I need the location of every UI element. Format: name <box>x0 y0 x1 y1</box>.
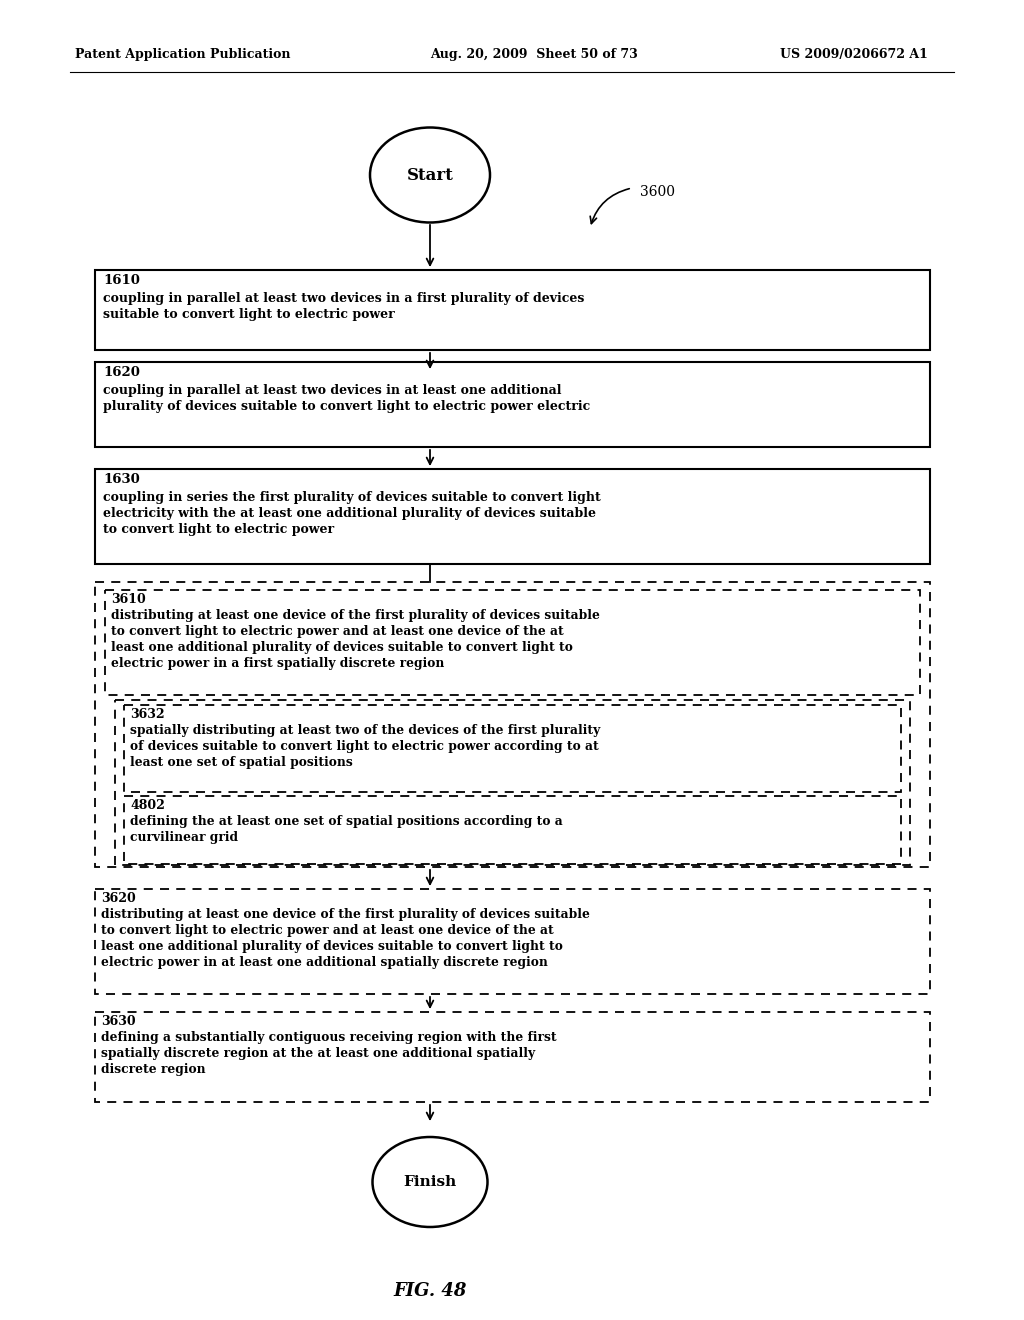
Bar <box>115 700 910 865</box>
Text: coupling in series the first plurality of devices suitable to convert light
elec: coupling in series the first plurality o… <box>103 491 601 536</box>
Bar <box>95 582 930 867</box>
Text: spatially distributing at least two of the devices of the first plurality
of dev: spatially distributing at least two of t… <box>130 723 600 770</box>
Text: coupling in parallel at least two devices in a first plurality of devices
suitab: coupling in parallel at least two device… <box>103 292 585 321</box>
Text: 3632: 3632 <box>130 708 165 721</box>
Bar <box>95 271 930 350</box>
Text: defining the at least one set of spatial positions according to a
curvilinear gr: defining the at least one set of spatial… <box>130 814 563 843</box>
Text: distributing at least one device of the first plurality of devices suitable
to c: distributing at least one device of the … <box>101 908 590 969</box>
Text: Start: Start <box>407 166 454 183</box>
Bar <box>124 705 901 792</box>
Text: distributing at least one device of the first plurality of devices suitable
to c: distributing at least one device of the … <box>111 609 600 671</box>
Ellipse shape <box>373 1137 487 1228</box>
Text: Finish: Finish <box>403 1175 457 1189</box>
Text: Patent Application Publication: Patent Application Publication <box>75 48 291 61</box>
Bar <box>95 362 930 447</box>
Text: 3630: 3630 <box>101 1015 135 1028</box>
Bar <box>105 590 920 696</box>
Text: 1630: 1630 <box>103 473 139 486</box>
Text: coupling in parallel at least two devices in at least one additional
plurality o: coupling in parallel at least two device… <box>103 384 590 413</box>
Text: 3620: 3620 <box>101 892 136 906</box>
Text: US 2009/0206672 A1: US 2009/0206672 A1 <box>780 48 928 61</box>
Text: 3610: 3610 <box>111 593 145 606</box>
Text: defining a substantially contiguous receiving region with the first
spatially di: defining a substantially contiguous rece… <box>101 1031 557 1076</box>
Text: Aug. 20, 2009  Sheet 50 of 73: Aug. 20, 2009 Sheet 50 of 73 <box>430 48 638 61</box>
Ellipse shape <box>370 128 490 223</box>
Bar <box>95 469 930 564</box>
Bar <box>95 888 930 994</box>
Text: 3600: 3600 <box>640 185 675 199</box>
Text: 4802: 4802 <box>130 799 165 812</box>
Bar <box>124 796 901 865</box>
Bar <box>95 1012 930 1102</box>
Text: 1610: 1610 <box>103 275 140 286</box>
Text: FIG. 48: FIG. 48 <box>393 1282 467 1300</box>
Text: 1620: 1620 <box>103 366 140 379</box>
